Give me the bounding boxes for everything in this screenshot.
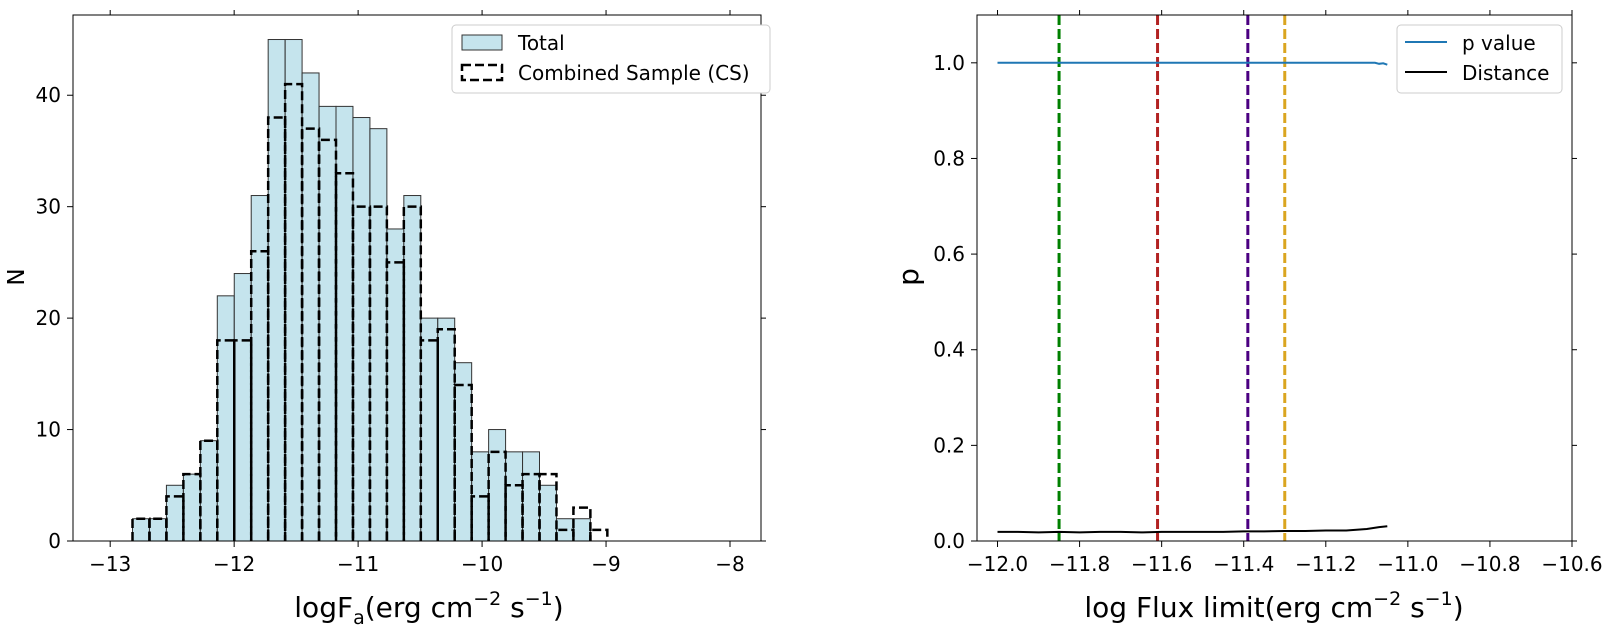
histogram-legend: Total Combined Sample (CS) — [451, 24, 771, 94]
histogram-bar-total — [301, 72, 320, 542]
histogram-bar-combined-sample — [148, 517, 168, 541]
histogram-bar-total — [454, 362, 473, 542]
x-tick-label: −10 — [461, 552, 503, 576]
histogram-bar-combined-sample — [131, 517, 151, 541]
histogram-x-ticks: −13 −12 −11 −10 −9 −8 — [89, 10, 745, 576]
y-tick-label: 0.4 — [933, 338, 965, 362]
pvalue-y-ticks: 0.0 0.2 0.4 0.6 0.8 1.0 — [933, 51, 1577, 553]
histogram-bar-combined-sample — [233, 339, 253, 541]
histogram-bar-combined-sample — [572, 506, 592, 541]
y-tick-label: 0.0 — [933, 529, 965, 553]
histogram-bar-combined-sample — [504, 484, 524, 541]
histogram-y-ticks: 0 10 20 30 40 — [36, 83, 766, 553]
y-tick-label: 40 — [36, 83, 61, 107]
histogram-bar-total — [539, 484, 557, 542]
histogram-bar-total — [369, 128, 388, 542]
x-tick-label: −11.8 — [1049, 552, 1110, 576]
y-tick-label: 1.0 — [933, 51, 965, 75]
histogram-bar-total — [352, 117, 371, 542]
histogram-bar-total — [216, 295, 235, 542]
histogram-bar-combined-sample — [334, 171, 355, 541]
legend-label-total: Total — [517, 31, 565, 55]
histogram-bar-total — [250, 195, 269, 542]
y-tick-label: 0.2 — [933, 433, 965, 457]
combined-sample-steps — [131, 82, 609, 541]
pvalue-legend: p value Distance — [1396, 24, 1563, 94]
histogram-bar-total — [182, 473, 201, 542]
pvalue-x-label: log Flux limit(erg cm−2 s−1) — [1084, 588, 1463, 624]
legend-label-combined-sample: Combined Sample (CS) — [518, 61, 750, 85]
histogram-bar-total — [386, 228, 405, 542]
x-tick-label: −9 — [591, 552, 620, 576]
histogram-bar-combined-sample — [538, 472, 558, 541]
histogram-bar-combined-sample — [589, 528, 609, 541]
histogram-bar-combined-sample — [165, 495, 185, 541]
histogram-bars — [132, 39, 591, 542]
x-tick-label: −10.6 — [1541, 552, 1602, 576]
histogram-bar-combined-sample — [199, 439, 219, 541]
legend-swatch-combined-sample — [460, 63, 504, 82]
distance-line — [997, 525, 1388, 534]
pvalue-line — [997, 61, 1388, 66]
histogram-bar-total — [505, 451, 524, 542]
histogram-bar-total — [318, 105, 337, 542]
y-tick-label: 10 — [36, 418, 61, 442]
x-tick-label: −11 — [337, 552, 379, 576]
y-tick-label: 0.8 — [933, 146, 965, 170]
histogram-bar-combined-sample — [419, 339, 440, 541]
pvalue-x-ticks: −12.0 −11.8 −11.6 −11.4 −11.2 −11.0 −10.8 −10.6 — [967, 10, 1603, 576]
x-tick-label: −11.0 — [1377, 552, 1438, 576]
x-tick-label: −12 — [213, 552, 255, 576]
histogram-bar-total — [165, 484, 184, 542]
legend-label-distance: Distance — [1462, 61, 1549, 85]
pvalue-series-lines — [997, 61, 1388, 534]
histogram-bar-total — [437, 317, 456, 542]
histogram-bar-combined-sample — [470, 495, 490, 541]
histogram-bar-total — [233, 273, 252, 542]
legend-swatch-total — [461, 34, 503, 51]
histogram-bar-total — [148, 518, 167, 542]
pvalue-axes-frame — [976, 14, 1573, 542]
histogram-bar-combined-sample — [216, 339, 236, 541]
histogram-panel: −13 −12 −11 −10 −9 −8 0 10 20 30 40 N logFa(erg c… — [4, 10, 771, 629]
histogram-bar-total — [267, 39, 286, 542]
histogram-bar-combined-sample — [436, 328, 456, 541]
histogram-bar-total — [488, 429, 507, 542]
histogram-bar-combined-sample — [300, 127, 321, 541]
histogram-bar-combined-sample — [453, 383, 473, 541]
histogram-bar-combined-sample — [351, 205, 372, 541]
x-tick-label: −13 — [89, 552, 131, 576]
histogram-x-label: logFa(erg cm−2 s−1) — [294, 588, 563, 629]
histogram-bar-total — [199, 440, 218, 542]
histogram-bar-combined-sample — [385, 261, 406, 541]
x-tick-label: −10.8 — [1459, 552, 1520, 576]
y-tick-label: 20 — [36, 306, 61, 330]
histogram-bar-combined-sample — [368, 205, 389, 541]
x-tick-label: −11.6 — [1131, 552, 1192, 576]
histogram-legend-box — [451, 24, 771, 94]
legend-label-pvalue: p value — [1462, 31, 1536, 55]
histogram-bar-total — [132, 518, 150, 542]
pvalue-panel: −12.0 −11.8 −11.6 −11.4 −11.2 −11.0 −10.8 −10.6… — [892, 10, 1603, 624]
histogram-y-label: N — [4, 268, 30, 285]
histogram-bar-total — [335, 105, 354, 542]
x-tick-label: −11.2 — [1295, 552, 1356, 576]
histogram-bar-total — [522, 451, 541, 542]
histogram-axes-frame — [72, 14, 762, 542]
y-tick-label: 0 — [48, 529, 61, 553]
histogram-bar-combined-sample — [249, 250, 270, 541]
pvalue-y-label: p — [892, 268, 925, 286]
x-tick-label: −12.0 — [967, 552, 1028, 576]
y-tick-label: 30 — [36, 195, 61, 219]
histogram-bar-total — [403, 195, 422, 542]
histogram-bar-total — [284, 39, 303, 542]
y-tick-label: 0.6 — [933, 242, 965, 266]
histogram-bar-total — [572, 518, 591, 542]
flux-limit-vertical-lines — [1057, 15, 1287, 541]
x-tick-label: −11.4 — [1213, 552, 1274, 576]
x-tick-label: −8 — [715, 552, 744, 576]
histogram-bar-combined-sample — [402, 205, 423, 541]
histogram-bar-total — [420, 317, 439, 542]
